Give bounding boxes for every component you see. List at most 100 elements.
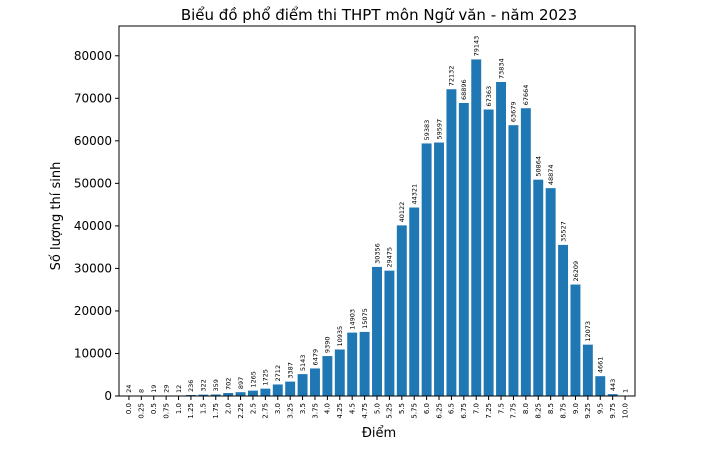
bar bbox=[260, 388, 271, 396]
bar bbox=[421, 143, 432, 396]
x-tick-label: 9.5 bbox=[597, 403, 605, 414]
x-tick-label: 9.25 bbox=[584, 403, 592, 419]
bar bbox=[297, 374, 308, 396]
data-label: 322 bbox=[200, 379, 208, 391]
y-tick-label: 80000 bbox=[74, 49, 112, 63]
data-label: 10935 bbox=[336, 326, 344, 347]
data-labels: 24 8 19 29 12 236 322 359 702 897 1265 1725 2712 3387… bbox=[125, 36, 629, 393]
data-label: 29 bbox=[162, 385, 170, 393]
bar bbox=[607, 394, 618, 396]
data-label: 15075 bbox=[361, 308, 369, 329]
data-label: 44321 bbox=[411, 184, 419, 205]
data-label: 1265 bbox=[249, 371, 257, 388]
bar bbox=[570, 284, 581, 396]
x-tick-label: 5.5 bbox=[398, 403, 406, 414]
x-tick-label: 1.75 bbox=[212, 403, 220, 419]
y-axis-label: Số lượng thí sinh bbox=[49, 162, 64, 271]
data-label: 8 bbox=[138, 389, 146, 393]
x-tick-label: 8.25 bbox=[535, 403, 543, 419]
x-tick-label: 6.75 bbox=[460, 403, 468, 419]
data-label: 12 bbox=[175, 385, 183, 393]
x-tick-label: 10.0 bbox=[621, 403, 629, 419]
data-label: 12073 bbox=[584, 321, 592, 342]
bar bbox=[347, 332, 358, 396]
data-label: 59383 bbox=[423, 120, 431, 141]
x-tick-label: 6.5 bbox=[448, 403, 456, 414]
x-tick-label: 6.0 bbox=[423, 403, 431, 414]
x-tick-label: 0.75 bbox=[162, 403, 170, 419]
data-label: 67664 bbox=[522, 85, 530, 106]
bar bbox=[372, 266, 382, 396]
y-tick-label: 0 bbox=[104, 389, 112, 403]
data-label: 73834 bbox=[497, 58, 505, 79]
x-tick-label: 9.0 bbox=[572, 403, 580, 414]
x-tick-label: 3.0 bbox=[274, 403, 282, 414]
bar bbox=[483, 109, 494, 397]
data-label: 6479 bbox=[311, 349, 319, 366]
y-tick-label: 70000 bbox=[74, 91, 112, 105]
y-tick-label: 50000 bbox=[74, 176, 112, 190]
bar bbox=[248, 390, 258, 396]
x-tick-label: 5.75 bbox=[411, 403, 419, 419]
x-tick-label: 3.75 bbox=[311, 403, 319, 419]
bar bbox=[223, 393, 234, 396]
data-label: 1 bbox=[621, 389, 629, 393]
data-label: 5143 bbox=[299, 355, 307, 372]
bar bbox=[409, 207, 420, 396]
data-label: 26209 bbox=[572, 261, 580, 282]
bar bbox=[285, 381, 296, 396]
x-tick-label: 9.75 bbox=[609, 403, 617, 419]
data-label: 48874 bbox=[547, 164, 555, 185]
bar bbox=[359, 331, 370, 396]
bar bbox=[434, 142, 444, 396]
data-label: 236 bbox=[187, 380, 195, 392]
x-tick-label: 0.5 bbox=[150, 403, 158, 414]
bar bbox=[458, 102, 469, 397]
x-tick-label: 2.0 bbox=[224, 403, 232, 414]
x-tick-label: 5.25 bbox=[386, 403, 394, 419]
bar bbox=[471, 59, 482, 397]
x-tick-label: 2.5 bbox=[249, 403, 257, 414]
y-tick-label: 40000 bbox=[74, 219, 112, 233]
x-tick-label: 4.5 bbox=[348, 403, 356, 414]
data-label: 1725 bbox=[262, 369, 270, 386]
y-tick-label: 30000 bbox=[74, 261, 112, 275]
data-label: 35527 bbox=[559, 221, 567, 242]
data-label: 50864 bbox=[535, 156, 543, 177]
bar bbox=[508, 125, 519, 396]
bars bbox=[123, 59, 631, 397]
bar bbox=[446, 89, 457, 397]
data-label: 67363 bbox=[485, 86, 493, 107]
x-tick-label: 2.75 bbox=[262, 403, 270, 419]
data-label: 63679 bbox=[510, 101, 518, 122]
x-tick-label: 8.5 bbox=[547, 403, 555, 414]
bar bbox=[396, 225, 407, 396]
data-label: 72132 bbox=[448, 66, 456, 87]
data-label: 59597 bbox=[435, 119, 443, 140]
x-tick-label: 8.75 bbox=[559, 403, 567, 419]
data-label: 897 bbox=[237, 377, 245, 389]
x-tick-label: 1.25 bbox=[187, 403, 195, 419]
data-label: 19 bbox=[150, 385, 158, 393]
x-tick-label: 0.25 bbox=[138, 403, 146, 419]
x-tick-label: 1.5 bbox=[200, 403, 208, 414]
data-label: 68896 bbox=[460, 79, 468, 100]
data-label: 4661 bbox=[597, 357, 605, 374]
bar bbox=[322, 356, 333, 396]
data-label: 24 bbox=[125, 385, 133, 393]
x-tick-label: 3.5 bbox=[299, 403, 307, 414]
y-tick-label: 10000 bbox=[74, 346, 112, 360]
bar bbox=[384, 270, 395, 396]
x-tick-label: 7.75 bbox=[510, 403, 518, 419]
data-label: 443 bbox=[609, 379, 617, 391]
bar bbox=[210, 394, 221, 396]
data-label: 2712 bbox=[274, 365, 282, 382]
x-tick-label: 0.0 bbox=[125, 403, 133, 414]
y-axis-ticks: 0 10000 20000 30000 40000 50000 60000 70000 8000… bbox=[74, 49, 119, 403]
data-label: 14903 bbox=[348, 309, 356, 330]
bar bbox=[520, 108, 531, 396]
x-tick-label: 6.25 bbox=[435, 403, 443, 419]
bar bbox=[558, 244, 569, 396]
plot-frame bbox=[118, 25, 636, 397]
